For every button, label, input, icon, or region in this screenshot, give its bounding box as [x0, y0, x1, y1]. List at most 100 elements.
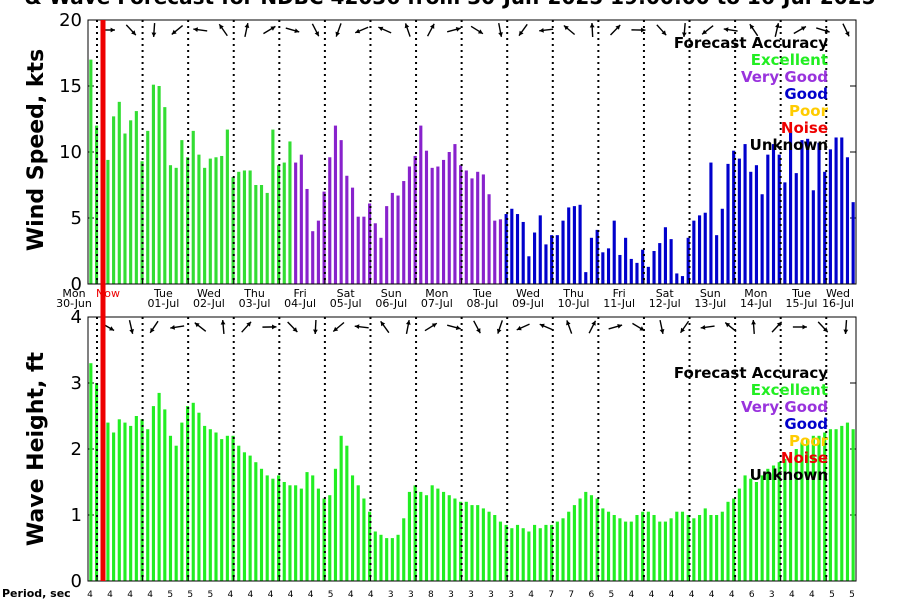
wind-bar — [146, 130, 150, 284]
wind-bar — [851, 202, 855, 284]
wave-bar — [305, 472, 309, 581]
wind-bar — [123, 133, 127, 284]
wave-bar — [385, 538, 389, 581]
wind-bar — [305, 188, 309, 284]
wave-bar — [459, 501, 463, 581]
wave-direction-arrow — [843, 319, 849, 335]
wind-bar — [527, 256, 531, 284]
wind-bar — [140, 161, 144, 284]
wave-bar — [840, 425, 844, 581]
period-value: 4 — [669, 590, 675, 600]
wave-bar — [89, 363, 93, 581]
wave-bar — [834, 429, 838, 581]
wave-bar — [618, 518, 622, 581]
day-date: 01-Jul — [147, 297, 179, 310]
wave-bar — [424, 495, 429, 581]
wind-bar — [299, 154, 303, 284]
period-label: Period, sec — [2, 587, 71, 600]
period-value: 5 — [849, 590, 855, 600]
wind-bar — [333, 125, 338, 284]
wave-direction-arrow — [446, 324, 461, 330]
wave-direction-arrow — [128, 320, 134, 334]
wind-bar — [618, 254, 622, 284]
day-name: Sat — [656, 287, 675, 300]
wind-direction-arrow — [151, 22, 157, 38]
wind-direction-arrow — [335, 23, 342, 37]
wave-bar — [123, 422, 127, 581]
wind-bar — [669, 239, 673, 284]
wave-bar — [316, 488, 320, 581]
day-date: 14-Jul — [740, 297, 772, 310]
wave-bar — [271, 478, 275, 581]
wind-bar — [720, 208, 724, 284]
wind-bar — [407, 166, 411, 284]
wind-direction-arrow — [171, 25, 184, 35]
wave-bar — [817, 435, 821, 581]
wave-bar — [789, 455, 793, 581]
period-value: 4 — [288, 590, 294, 600]
wave-bar — [345, 445, 349, 581]
wave-plot-frame — [87, 316, 857, 582]
wind-direction-arrow — [193, 27, 208, 33]
wind-bar — [732, 150, 736, 284]
wind-bar — [533, 232, 537, 284]
wind-bar — [163, 107, 167, 285]
period-value: 4 — [689, 590, 695, 600]
wind-direction-arrow — [610, 24, 621, 36]
wind-bar — [180, 140, 184, 284]
wind-bar — [265, 192, 269, 284]
wind-bar — [817, 142, 821, 284]
wind-direction-arrow — [218, 23, 228, 37]
wind-bar — [248, 170, 252, 284]
wave-bar — [641, 511, 645, 581]
wave-direction-arrow — [566, 320, 573, 334]
wind-bar — [94, 125, 99, 284]
wave-direction-arrow — [632, 322, 645, 332]
wave-bar — [174, 445, 178, 581]
wave-bar — [561, 518, 565, 581]
period-value: 4 — [87, 590, 93, 600]
wave-bar — [709, 515, 713, 581]
wave-bar — [396, 534, 400, 581]
wind-bar — [464, 170, 468, 284]
wind-direction-arrow — [723, 27, 738, 32]
wave-bar — [242, 452, 247, 581]
period-value: 4 — [528, 590, 534, 600]
wind-direction-arrow — [498, 22, 503, 38]
wave-direction-arrow — [659, 320, 665, 334]
day-name: Fri — [613, 287, 626, 300]
day-date: 16-Jul — [822, 297, 854, 310]
wind-bar — [783, 182, 787, 284]
period-value: 5 — [187, 590, 193, 600]
wind-direction-arrow — [589, 22, 595, 38]
wind-bar — [606, 248, 611, 284]
day-date: 08-Jul — [466, 297, 498, 310]
period-value: 5 — [609, 590, 615, 600]
wind-bar — [356, 216, 360, 284]
period-value: 4 — [809, 590, 815, 600]
wave-bar — [436, 488, 440, 581]
wind-bar — [106, 159, 110, 284]
wave-bar — [686, 515, 690, 581]
wind-bar — [601, 252, 605, 284]
day-name: Thu — [562, 287, 584, 300]
wind-bar — [510, 208, 514, 284]
wave-bar — [362, 498, 366, 581]
wind-bar — [487, 194, 491, 284]
wave-bar — [692, 518, 696, 581]
wind-direction-arrow — [244, 23, 250, 37]
now-label: Now — [96, 287, 120, 300]
period-value: 4 — [729, 590, 735, 600]
wind-bar — [555, 235, 559, 284]
wave-bar — [328, 495, 332, 581]
wind-bar — [174, 167, 178, 284]
period-value: 3 — [388, 590, 394, 600]
wind-bar — [715, 235, 719, 284]
wind-bar — [447, 152, 451, 284]
wave-bar — [282, 482, 286, 581]
wave-bar — [550, 524, 554, 581]
wind-bar — [675, 273, 679, 284]
wind-bar — [117, 101, 121, 284]
wave-direction-arrow — [262, 324, 277, 330]
day-date: 04-Jul — [284, 297, 316, 310]
